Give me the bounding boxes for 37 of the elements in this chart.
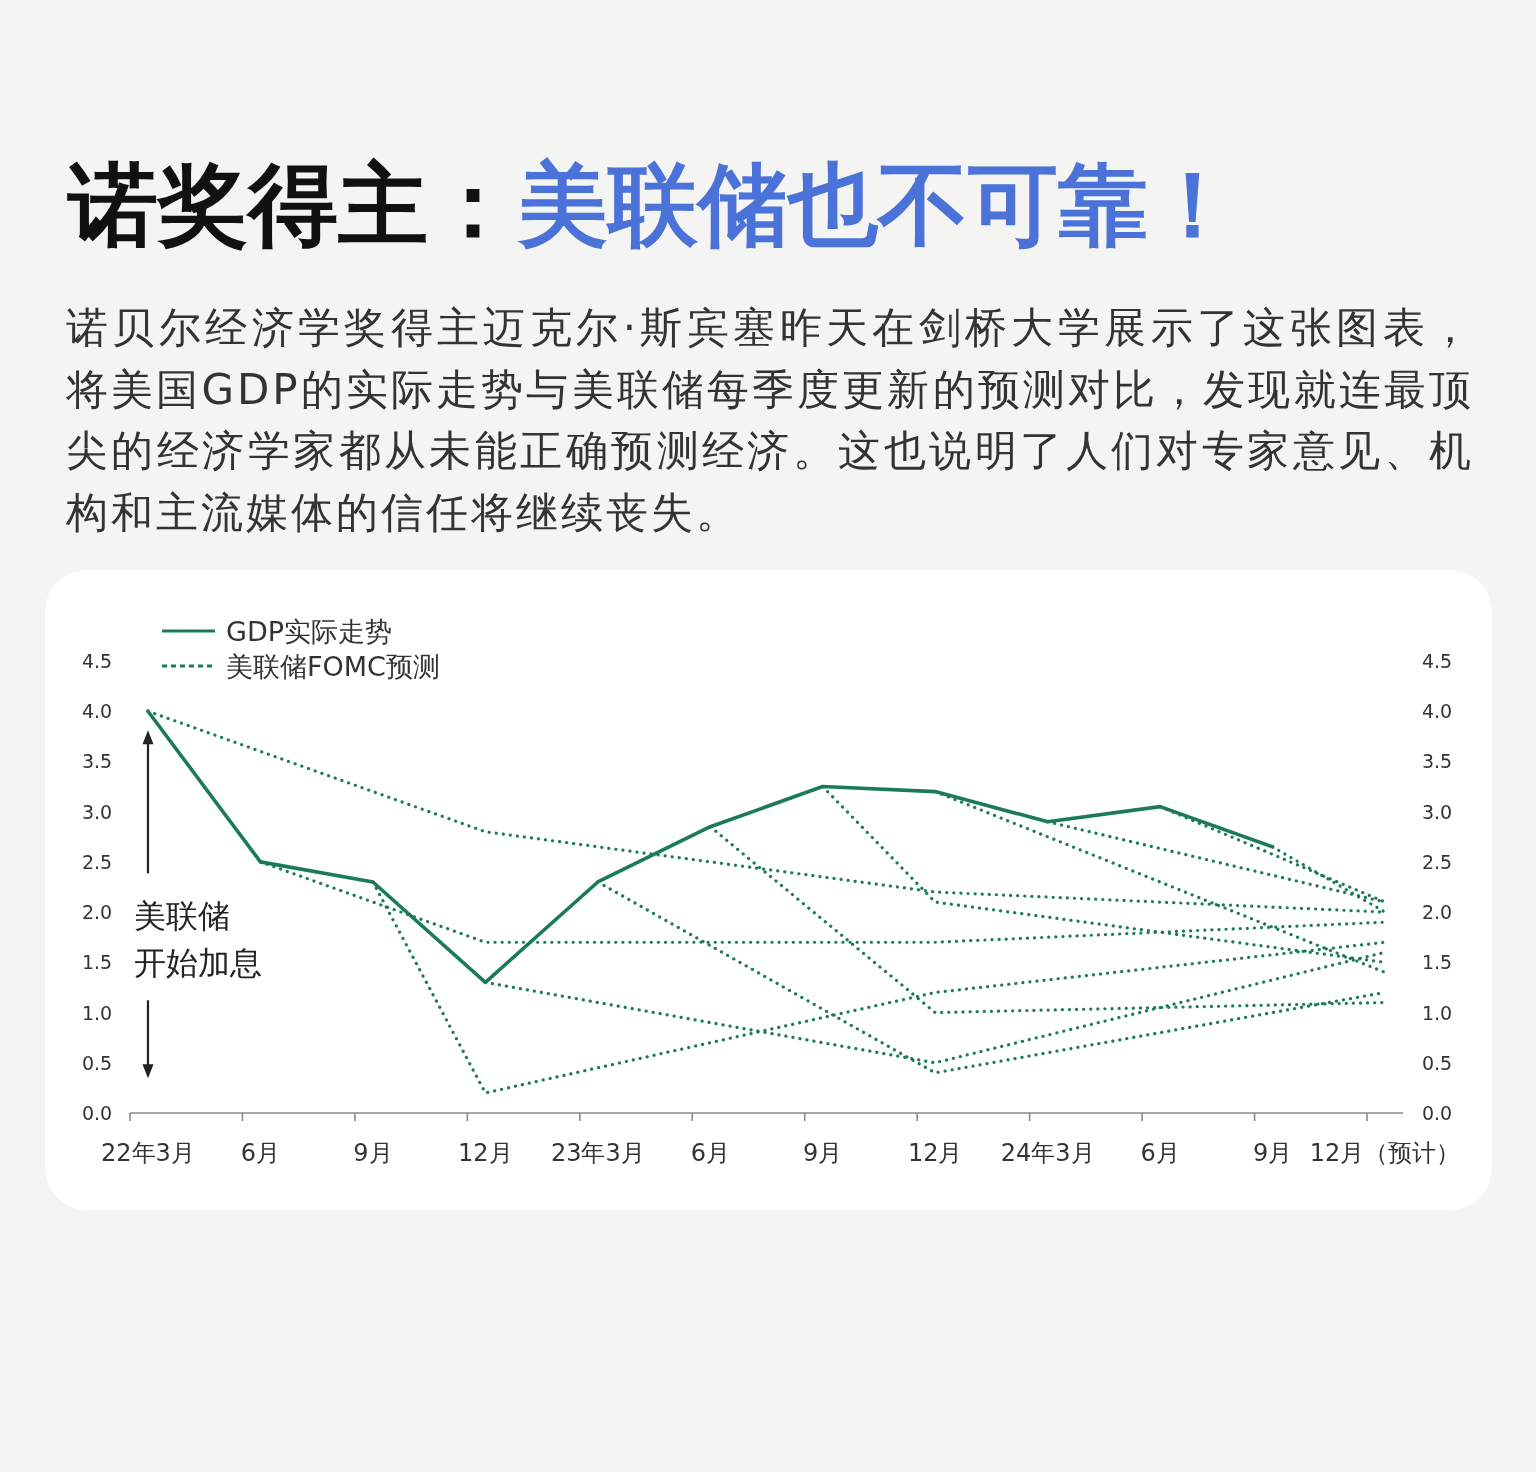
y-tick-label: 0.0 <box>81 1102 113 1124</box>
x-tick-label: 22年3月 <box>101 1139 195 1167</box>
chart-subtitle: 诺贝尔经济学奖得主迈克尔·斯宾塞昨天在剑桥大学展示了这张图表，将美国GDP的实际走势与美联储每季度更新的预测对比，发现就连最顶尖的经济学家都从未能正确预测经济。这也说明了人们对专家意见、机构和主流媒体的信任将继续丧失。 <box>66 302 1474 539</box>
x-tick-label: 12月（预计） <box>1309 1139 1461 1167</box>
annotation: 美联储开始加息 <box>134 896 262 982</box>
x-tick-label: 9月 <box>353 1139 393 1167</box>
y2-tick-label: 2.0 <box>1421 901 1453 924</box>
x-tick-label: 24年3月 <box>1000 1139 1095 1167</box>
y2-tick-label: 4.5 <box>1421 650 1453 672</box>
x-tick-label: 23年3月 <box>550 1139 645 1167</box>
y-tick-label: 3.5 <box>81 750 113 773</box>
y-tick-label: 2.5 <box>81 850 113 873</box>
x-tick-label: 9月 <box>803 1139 843 1167</box>
y-tick-label: 2.0 <box>81 901 113 924</box>
x-tick-label: 12月 <box>907 1139 963 1167</box>
chart-title: 诺奖得主：美联储也不可靠！ <box>68 151 1238 259</box>
x-tick-label: 12月 <box>458 1139 513 1167</box>
y-tick-label: 3.0 <box>81 800 113 823</box>
legend-label: GDP实际走势 <box>226 615 392 647</box>
y2-tick-label: 0.5 <box>1421 1051 1453 1074</box>
y2-tick-label: 3.5 <box>1421 750 1453 773</box>
y2-tick-label: 2.5 <box>1421 850 1453 873</box>
y2-tick-label: 1.0 <box>1421 1001 1453 1024</box>
y-tick-label: 0.5 <box>81 1051 113 1074</box>
x-tick-label: 6月 <box>690 1139 730 1167</box>
y-tick-label: 1.0 <box>81 1001 113 1024</box>
legend-label: 美联储FOMC预测 <box>226 650 440 682</box>
y-tick-label: 4.0 <box>81 700 113 723</box>
y2-tick-label: 3.0 <box>1421 800 1453 823</box>
x-tick-label: 6月 <box>1140 1139 1180 1167</box>
y-tick-label: 1.5 <box>81 951 113 974</box>
y2-tick-label: 0.0 <box>1421 1102 1453 1124</box>
y2-tick-label: 1.5 <box>1421 951 1453 974</box>
y-tick-label: 4.5 <box>81 650 113 672</box>
x-tick-label: 9月 <box>1252 1139 1293 1167</box>
x-tick-label: 6月 <box>240 1139 281 1167</box>
y2-tick-label: 4.0 <box>1421 700 1453 723</box>
